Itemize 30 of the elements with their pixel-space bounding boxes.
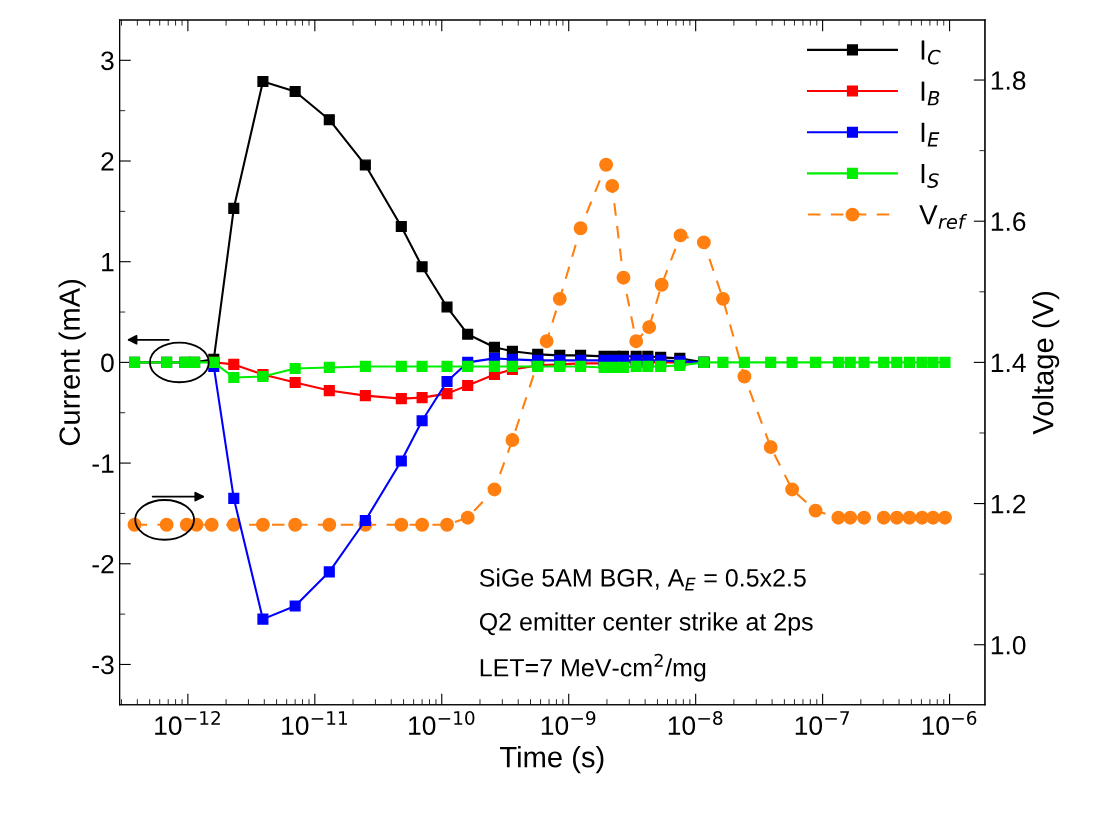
- legend-label: V$_{ref}$: [919, 205, 968, 230]
- y-tick-label: -3: [92, 655, 114, 675]
- x-tick-label: 10$^{−10}$: [409, 710, 475, 736]
- y-tick-label: -2: [92, 554, 114, 574]
- y-tick-label: 0: [101, 353, 114, 373]
- y2-tick-label: 1.2: [991, 494, 1026, 514]
- x-axis-title: Time (s): [500, 746, 604, 774]
- legend-label: I$_{S}$: [921, 163, 939, 188]
- y-axis-title: Current (mA): [58, 279, 86, 446]
- y-tick-label: 3: [101, 51, 114, 71]
- y2-tick-label: 1.4: [991, 353, 1026, 372]
- y2-tick-label: 1.8: [991, 71, 1026, 90]
- y-tick-label: 2: [101, 152, 114, 171]
- y-tick-label: -1: [92, 454, 114, 473]
- y2-tick-label: 1.0: [991, 635, 1026, 655]
- annotation: SiGe 5AM BGR, A$_{E}$ = 0.5x2.5: [479, 568, 806, 591]
- legend-label: I$_{C}$: [921, 40, 941, 65]
- x-tick-label: 10$^{−8}$: [668, 710, 723, 736]
- y2-tick-label: 1.6: [991, 212, 1026, 232]
- annotation: Q2 emitter center strike at 2ps: [479, 612, 813, 636]
- x-tick-label: 10$^{−12}$: [155, 710, 220, 736]
- x-tick-label: 10$^{−9}$: [541, 710, 596, 736]
- x-tick-label: 10$^{−11}$: [282, 711, 347, 736]
- x-tick-label: 10$^{−7}$: [795, 711, 849, 736]
- x-tick-label: 10$^{−6}$: [922, 710, 977, 736]
- y2-axis-title: Voltage (V): [1032, 292, 1060, 435]
- legend-label: I$_{B}$: [921, 81, 940, 106]
- y-tick-label: 1: [102, 253, 114, 272]
- legend-label: I$_{E}$: [921, 122, 940, 147]
- annotation: LET=7 MeV-cm$^{2}$/mg: [480, 653, 706, 682]
